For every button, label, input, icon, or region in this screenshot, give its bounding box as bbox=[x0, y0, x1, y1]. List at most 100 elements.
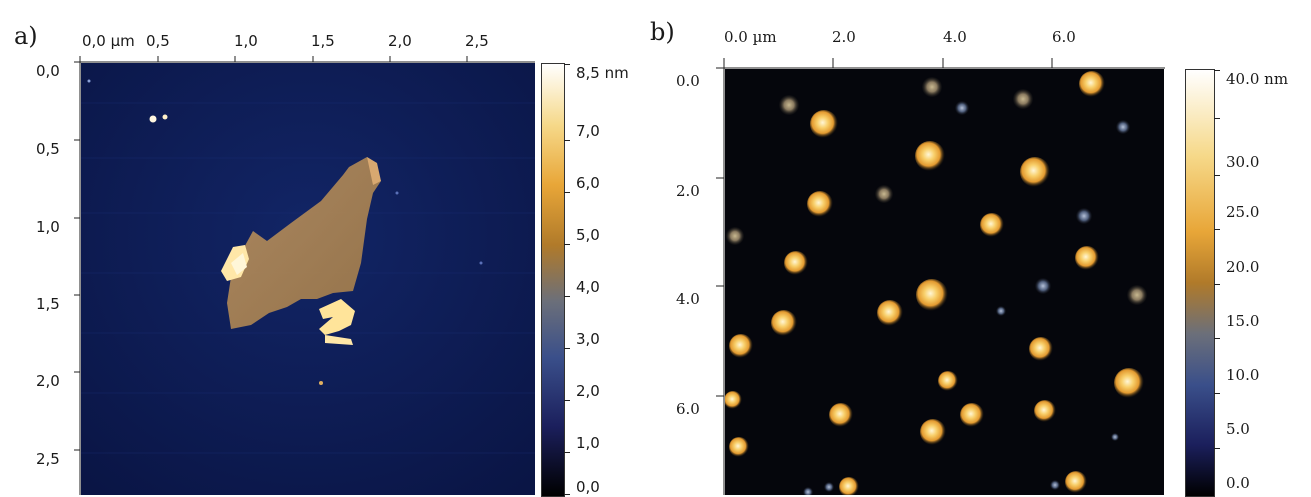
panel-b-cb-label: 40.0 nm bbox=[1226, 70, 1289, 88]
panel-a-cb-tick bbox=[564, 348, 570, 349]
panel-b-particle bbox=[1127, 285, 1147, 305]
panel-b-particle bbox=[729, 437, 749, 457]
panel-a-cb-tick bbox=[564, 192, 570, 193]
panel-b-afm-image bbox=[725, 69, 1164, 495]
panel-b-x-tick: 4.0 bbox=[943, 28, 967, 46]
panel-a-y-tick: 2,5 bbox=[36, 450, 60, 468]
panel-b-particle bbox=[960, 403, 984, 427]
panel-b-particle bbox=[875, 185, 893, 203]
panel-b-particle bbox=[938, 371, 958, 391]
panel-b-particle bbox=[1050, 480, 1060, 490]
panel-a-cb-tick bbox=[564, 452, 570, 453]
panel-a-particle bbox=[149, 115, 157, 123]
panel-a-cb-label: 5,0 bbox=[576, 226, 600, 244]
panel-b-particle bbox=[779, 95, 799, 115]
panel-b-particle bbox=[1075, 246, 1099, 270]
panel-a-x-tick: 1,5 bbox=[311, 32, 335, 50]
panel-a-fold-left-detail bbox=[231, 253, 247, 275]
panel-a-cb-label: 3,0 bbox=[576, 330, 600, 348]
panel-b-x-tick: 2.0 bbox=[832, 28, 856, 46]
panel-b-y-tick: 4.0 bbox=[676, 290, 700, 308]
panel-b-particle bbox=[1029, 337, 1053, 361]
panel-b-cb-tick bbox=[1214, 393, 1220, 394]
panel-b-particle bbox=[807, 191, 833, 217]
panel-a-y-tick: 1,5 bbox=[36, 295, 60, 313]
panel-b-particle bbox=[1020, 157, 1050, 187]
panel-b-cb-tick bbox=[1214, 448, 1220, 449]
panel-a-particle bbox=[162, 114, 168, 120]
panel-b-particle bbox=[810, 110, 838, 138]
panel-b-y-tick: 2.0 bbox=[676, 182, 700, 200]
panel-b-colorbar bbox=[1185, 69, 1215, 497]
panel-a-particle bbox=[319, 381, 323, 385]
panel-b-particle bbox=[996, 306, 1006, 316]
panel-a-y-tick: 2,0 bbox=[36, 372, 60, 390]
panel-b-particle bbox=[922, 77, 942, 97]
panel-a-cb-label: 6,0 bbox=[576, 174, 600, 192]
panel-b-y-tick: 0.0 bbox=[676, 72, 700, 90]
panel-b-cb-label: 30.0 bbox=[1226, 153, 1260, 171]
panel-b-particle bbox=[1076, 208, 1092, 224]
panel-a-particle bbox=[87, 79, 91, 83]
panel-b-particle bbox=[877, 300, 903, 326]
panel-a-cb-label: 2,0 bbox=[576, 382, 600, 400]
panel-a-x-tick: 1,0 bbox=[234, 32, 258, 50]
panel-b-particle bbox=[1065, 471, 1087, 493]
panel-b-particle bbox=[920, 419, 946, 445]
panel-a-letter: a) bbox=[14, 22, 38, 50]
panel-a-x-tick: 0,5 bbox=[146, 32, 170, 50]
panel-b-x-tick: 6.0 bbox=[1052, 28, 1076, 46]
panel-b-cb-tick bbox=[1214, 338, 1220, 339]
panel-b-frame-ticks bbox=[716, 58, 1165, 495]
panel-a-x-tick: 0,0 µm bbox=[82, 32, 135, 50]
panel-b-particle bbox=[955, 101, 969, 115]
panel-b-particle bbox=[729, 334, 753, 358]
panel-b-cb-label: 15.0 bbox=[1226, 312, 1260, 330]
panel-a-y-tick: 0,5 bbox=[36, 140, 60, 158]
panel-b-particle bbox=[1111, 433, 1119, 441]
panel-a-cb-tick bbox=[564, 64, 570, 65]
panel-a-colorbar bbox=[541, 63, 565, 497]
panel-b-letter: b) bbox=[650, 18, 675, 46]
panel-a-cb-label: 7,0 bbox=[576, 122, 600, 140]
panel-b-particle bbox=[839, 477, 859, 495]
panel-b-particle bbox=[725, 391, 742, 409]
panel-b-particle bbox=[1114, 368, 1144, 398]
panel-b-cb-tick bbox=[1214, 284, 1220, 285]
panel-b-particle bbox=[1079, 71, 1105, 97]
panel-b-particle bbox=[916, 279, 948, 311]
panel-a-fold-bottom-detail bbox=[325, 335, 353, 345]
panel-a-y-tick: 1,0 bbox=[36, 218, 60, 236]
panel-b-cb-label: 5.0 bbox=[1226, 420, 1250, 438]
panel-b-particles bbox=[725, 71, 1147, 495]
panel-a-cb-label: 4,0 bbox=[576, 278, 600, 296]
panel-a-particle bbox=[479, 261, 483, 265]
panel-a-cb-label: 8,5 nm bbox=[576, 64, 629, 82]
panel-a-cb-tick bbox=[564, 140, 570, 141]
panel-a-y-tick: 0,0 bbox=[36, 62, 60, 80]
panel-a-cb-tick bbox=[564, 244, 570, 245]
panel-b-cb-label: 0.0 bbox=[1226, 474, 1250, 492]
panel-b-particle bbox=[1013, 89, 1033, 109]
panel-a-x-tick: 2,5 bbox=[465, 32, 489, 50]
panel-b-cb-tick bbox=[1214, 118, 1220, 119]
panel-a-particle bbox=[395, 191, 399, 195]
panel-a-fold-top-edge bbox=[367, 157, 381, 185]
panel-a-afm-image bbox=[81, 63, 535, 495]
panel-a-x-tick: 2,0 bbox=[388, 32, 412, 50]
panel-b-cb-tick bbox=[1214, 175, 1220, 176]
panel-b-particle bbox=[1034, 400, 1056, 422]
panel-b-cb-label: 20.0 bbox=[1226, 258, 1260, 276]
panel-b-cb-label: 10.0 bbox=[1226, 366, 1260, 384]
panel-b-particle bbox=[1116, 120, 1130, 134]
panel-b-particle bbox=[726, 227, 744, 245]
panel-b-x-tick: 0.0 µm bbox=[724, 28, 777, 46]
panel-b-particle bbox=[1035, 278, 1051, 294]
panel-a-flake bbox=[227, 157, 381, 329]
panel-a-cb-label: 0,0 bbox=[576, 478, 600, 496]
panel-a-cb-tick bbox=[564, 400, 570, 401]
panel-b-particle bbox=[784, 251, 808, 275]
panel-b-particle bbox=[829, 403, 853, 427]
panel-b-particle bbox=[980, 213, 1004, 237]
panel-b-cb-label: 25.0 bbox=[1226, 203, 1260, 221]
